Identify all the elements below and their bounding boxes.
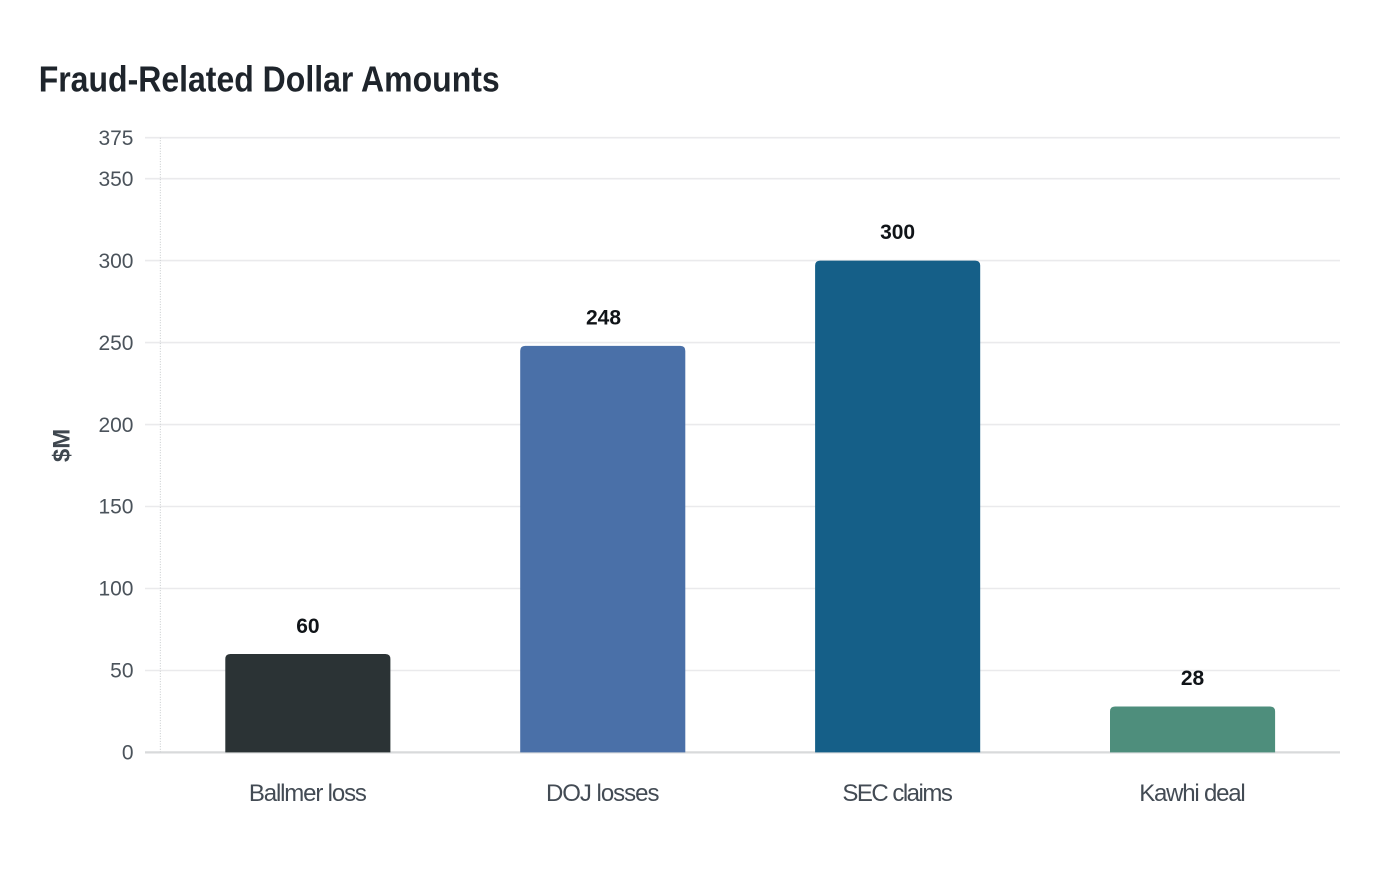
svg-text:248: 248	[586, 307, 621, 330]
svg-text:50: 50	[110, 660, 133, 683]
svg-text:300: 300	[880, 221, 915, 244]
svg-text:250: 250	[98, 332, 133, 355]
svg-text:60: 60	[296, 615, 319, 638]
svg-text:350: 350	[98, 168, 133, 191]
svg-text:300: 300	[98, 250, 133, 273]
svg-text:375: 375	[98, 127, 133, 150]
svg-text:SEC claims: SEC claims	[842, 780, 953, 807]
svg-text:28: 28	[1181, 667, 1205, 690]
svg-text:100: 100	[98, 578, 133, 601]
svg-text:Kawhi deal: Kawhi deal	[1139, 780, 1246, 807]
svg-text:$M: $M	[48, 429, 75, 462]
svg-text:DOJ losses: DOJ losses	[546, 780, 660, 807]
svg-text:150: 150	[98, 496, 133, 519]
svg-text:Fraud-Related Dollar Amounts: Fraud-Related Dollar Amounts	[39, 59, 500, 100]
svg-text:Ballmer loss: Ballmer loss	[249, 780, 367, 807]
svg-text:0: 0	[122, 742, 134, 765]
svg-text:200: 200	[98, 414, 133, 437]
